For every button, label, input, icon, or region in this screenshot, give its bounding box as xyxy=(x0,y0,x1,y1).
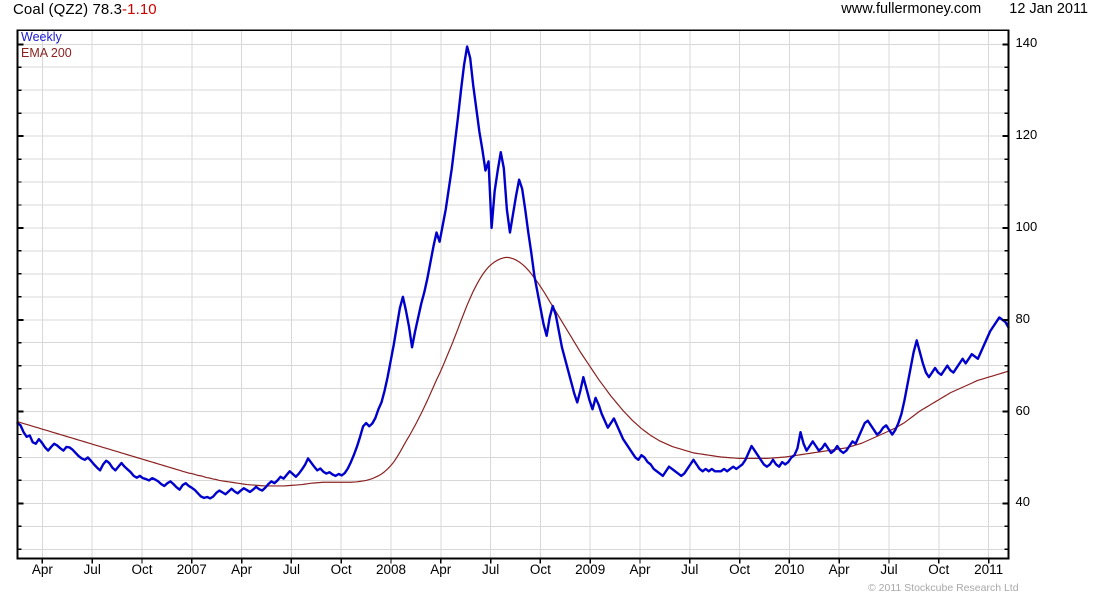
instrument-title: Coal (QZ2) 78.3-1.10 xyxy=(13,1,157,18)
x-axis-label: 2009 xyxy=(575,562,606,577)
legend-ema200: EMA 200 xyxy=(21,46,72,60)
x-axis-label: Jul xyxy=(83,562,101,577)
x-axis-label: Apr xyxy=(629,562,651,577)
y-axis-label: 40 xyxy=(1015,494,1030,510)
copyright-notice: © 2011 Stockcube Research Ltd xyxy=(868,582,1019,594)
series-line-weekly xyxy=(16,45,1010,500)
x-axis-label: Jul xyxy=(681,562,699,577)
y-axis-label: 60 xyxy=(1015,402,1030,418)
x-axis-label: Apr xyxy=(828,562,850,577)
price-change: -1.10 xyxy=(122,1,157,18)
x-axis-label: 2008 xyxy=(375,562,407,577)
instrument-label: Coal (QZ2) 78.3 xyxy=(13,1,123,18)
website-link[interactable]: www.fullermoney.com xyxy=(841,1,982,17)
x-axis-label: 2011 xyxy=(974,562,1004,577)
x-axis-label: 2010 xyxy=(774,562,805,577)
x-axis-label: Oct xyxy=(131,562,153,577)
x-axis-label: Jul xyxy=(481,562,500,577)
x-axis-label: Jul xyxy=(282,562,301,577)
x-axis-label: Oct xyxy=(529,562,551,577)
x-axis-label: 2007 xyxy=(176,562,207,577)
header-right: www.fullermoney.com 12 Jan 2011 xyxy=(841,1,1088,17)
x-axis-label: Oct xyxy=(729,562,751,577)
x-axis-label: Apr xyxy=(430,562,452,577)
y-axis-label: 80 xyxy=(1015,310,1030,326)
grid-lines xyxy=(17,30,1009,559)
x-axis-label: Jul xyxy=(880,562,898,577)
series-line-ema-200 xyxy=(16,256,1010,487)
x-axis-label: Oct xyxy=(928,562,950,577)
x-axis-label: Oct xyxy=(330,562,352,577)
y-axis-label: 100 xyxy=(1015,218,1038,234)
x-axis-label: Apr xyxy=(31,562,53,577)
y-axis-label: 120 xyxy=(1015,127,1038,143)
legend-weekly: Weekly xyxy=(21,30,62,44)
chart-date: 12 Jan 2011 xyxy=(1009,1,1088,17)
x-axis-label: Apr xyxy=(231,562,253,577)
axes xyxy=(16,29,1010,564)
y-axis-label: 140 xyxy=(1015,35,1038,51)
